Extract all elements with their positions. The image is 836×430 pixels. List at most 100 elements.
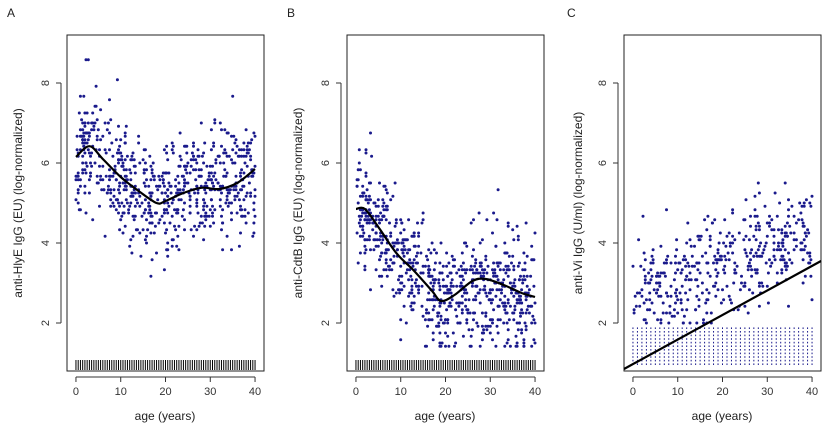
- data-point: [690, 254, 694, 258]
- data-point: [496, 261, 500, 265]
- data-point: [530, 321, 534, 325]
- data-point: [183, 184, 186, 188]
- data-point: [253, 194, 257, 198]
- data-point: [239, 171, 242, 175]
- data-point: [369, 218, 372, 222]
- data-point: [780, 271, 784, 275]
- data-point: [76, 191, 80, 195]
- data-point: [642, 301, 646, 305]
- data-point: [470, 284, 474, 288]
- data-point: [132, 214, 136, 218]
- data-point: [522, 251, 526, 255]
- data-point: [678, 291, 682, 295]
- data-point: [124, 198, 128, 202]
- data-point: [225, 194, 229, 198]
- data-point: [358, 234, 362, 238]
- data-point: [522, 274, 526, 278]
- data-point: [143, 208, 147, 212]
- data-point: [114, 208, 118, 212]
- data-point: [142, 211, 146, 215]
- data-point: [400, 281, 404, 285]
- data-point: [757, 244, 761, 248]
- data-point: [792, 248, 796, 252]
- data-point: [197, 224, 201, 228]
- data-point: [491, 321, 494, 325]
- data-point: [195, 161, 199, 165]
- data-point: [438, 261, 442, 265]
- data-point: [391, 241, 395, 245]
- x-tick-label: 40: [806, 386, 818, 398]
- data-point: [463, 268, 466, 272]
- panel-b-plot-box: [346, 34, 545, 372]
- data-point: [783, 248, 787, 252]
- data-point: [695, 321, 699, 325]
- data-point: [380, 241, 384, 245]
- data-point: [802, 238, 806, 242]
- panel-a-x-label: age (years): [135, 409, 196, 423]
- data-point: [363, 268, 367, 272]
- data-point: [505, 321, 509, 325]
- data-point: [150, 168, 154, 172]
- data-point: [455, 314, 459, 318]
- x-tick-label: 10: [672, 386, 684, 398]
- data-point: [676, 311, 680, 315]
- data-point: [788, 258, 792, 262]
- data-point: [157, 221, 161, 225]
- data-point: [398, 274, 402, 278]
- data-point: [109, 204, 113, 208]
- data-point: [165, 208, 169, 212]
- data-point: [152, 178, 156, 182]
- data-point: [83, 124, 87, 128]
- data-point: [432, 281, 436, 285]
- data-point: [162, 268, 166, 272]
- data-point: [117, 124, 120, 128]
- data-point: [227, 154, 231, 158]
- data-point: [441, 284, 445, 288]
- data-point: [743, 218, 747, 222]
- data-point: [449, 291, 453, 295]
- data-point: [384, 204, 388, 208]
- data-point: [472, 311, 475, 315]
- data-point: [699, 234, 703, 238]
- data-point: [115, 78, 119, 82]
- data-point: [799, 211, 803, 215]
- data-point: [522, 338, 526, 342]
- data-point: [169, 184, 173, 188]
- data-point: [439, 301, 443, 305]
- data-point: [161, 178, 165, 182]
- data-point: [696, 268, 700, 272]
- data-point: [655, 281, 658, 285]
- data-point: [426, 258, 430, 262]
- y-tick-label: 6: [597, 160, 609, 166]
- data-point: [188, 204, 192, 208]
- data-point: [689, 244, 693, 248]
- data-point: [444, 331, 447, 335]
- data-point: [510, 261, 513, 265]
- data-point: [801, 224, 805, 228]
- data-point: [242, 171, 246, 175]
- data-point: [402, 238, 406, 242]
- data-point: [472, 248, 475, 252]
- data-point: [161, 171, 165, 175]
- data-point: [202, 238, 206, 242]
- data-point: [380, 274, 384, 278]
- data-point: [409, 291, 413, 295]
- data-point: [90, 121, 94, 125]
- data-point: [91, 111, 95, 115]
- data-point: [81, 121, 85, 125]
- data-point: [438, 304, 442, 308]
- data-point: [367, 194, 371, 198]
- data-point: [515, 341, 519, 345]
- data-point: [220, 228, 223, 232]
- data-point: [423, 264, 427, 268]
- data-point: [533, 231, 537, 235]
- data-point: [472, 298, 475, 302]
- data-point: [769, 264, 773, 268]
- data-point: [722, 268, 726, 272]
- data-point: [784, 231, 788, 235]
- data-point: [171, 238, 175, 242]
- data-point: [179, 198, 183, 202]
- data-point: [138, 204, 142, 208]
- data-point: [488, 331, 492, 335]
- data-point: [118, 144, 122, 148]
